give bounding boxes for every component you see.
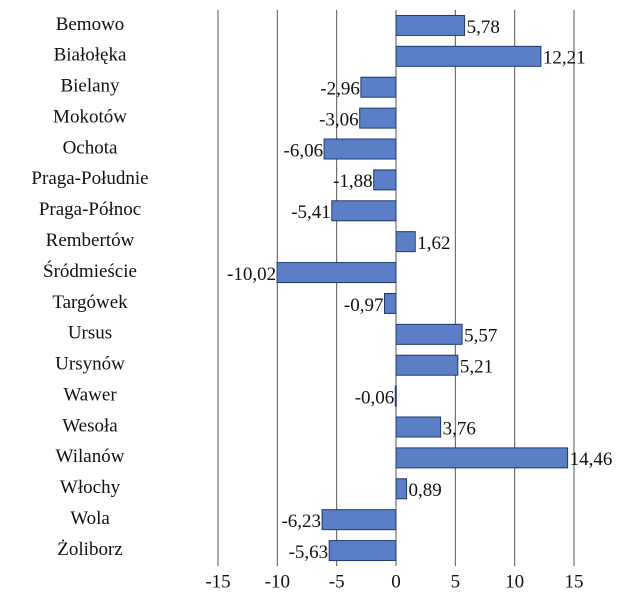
y-tick-label: Mokotów bbox=[53, 106, 127, 127]
bar bbox=[383, 292, 397, 314]
x-tick-label: 15 bbox=[565, 571, 584, 592]
bar bbox=[394, 385, 397, 407]
bar bbox=[395, 231, 416, 253]
y-tick-label: Wilanów bbox=[56, 446, 125, 467]
data-label: -6,06 bbox=[284, 140, 324, 161]
bar bbox=[360, 76, 397, 98]
x-tick-label: 0 bbox=[391, 571, 401, 592]
data-label: -5,63 bbox=[289, 542, 329, 563]
data-label: 5,21 bbox=[460, 357, 493, 378]
y-tick-label: Praga-Północ bbox=[39, 199, 141, 220]
y-tick-label: Ochota bbox=[63, 137, 118, 158]
bar bbox=[276, 262, 397, 284]
bar bbox=[359, 107, 397, 129]
data-label: 0,89 bbox=[409, 480, 442, 501]
y-tick-label: Ursus bbox=[68, 323, 112, 344]
y-tick-label: Wesoła bbox=[62, 415, 118, 436]
data-label: 5,57 bbox=[464, 326, 497, 347]
data-label: -10,02 bbox=[227, 264, 276, 285]
y-tick-label: Włochy bbox=[60, 477, 121, 498]
y-tick-label: Śródmieście bbox=[43, 260, 137, 282]
data-label: -5,41 bbox=[291, 202, 331, 223]
bar bbox=[373, 169, 397, 191]
y-tick-label: Wola bbox=[70, 508, 110, 529]
bar bbox=[395, 14, 466, 36]
x-tick-label: -5 bbox=[329, 571, 345, 592]
data-label: 1,62 bbox=[417, 233, 450, 254]
data-label: -0,06 bbox=[355, 387, 395, 408]
data-label: 5,78 bbox=[467, 17, 500, 38]
data-label: 3,76 bbox=[443, 418, 476, 439]
bar bbox=[395, 323, 463, 345]
bar bbox=[395, 354, 459, 376]
x-tick-label: -15 bbox=[205, 571, 230, 592]
y-tick-label: Ursynów bbox=[55, 354, 125, 375]
y-tick-label: Bielany bbox=[60, 76, 120, 97]
bar bbox=[328, 540, 397, 562]
bar bbox=[395, 478, 408, 500]
y-tick-label: Wawer bbox=[63, 384, 117, 405]
data-label: -3,06 bbox=[319, 109, 359, 130]
bar bbox=[323, 138, 397, 160]
y-tick-label: Żoliborz bbox=[57, 539, 122, 560]
bar bbox=[331, 200, 397, 222]
data-label: -2,96 bbox=[320, 79, 360, 100]
bar bbox=[395, 447, 569, 469]
y-tick-label: Bemowo bbox=[56, 14, 125, 35]
data-label: 12,21 bbox=[543, 48, 586, 69]
x-tick-label: -10 bbox=[265, 571, 290, 592]
data-label: -1,88 bbox=[333, 171, 373, 192]
x-tick-label: 5 bbox=[451, 571, 461, 592]
y-tick-label: Białołęka bbox=[54, 45, 127, 66]
data-label: -0,97 bbox=[344, 295, 384, 316]
x-tick-label: 10 bbox=[505, 571, 524, 592]
data-label: 14,46 bbox=[570, 449, 613, 470]
y-tick-label: Targówek bbox=[52, 292, 128, 313]
y-tick-label: Rembertów bbox=[46, 230, 135, 251]
data-label: -6,23 bbox=[281, 511, 321, 532]
bar bbox=[321, 509, 397, 531]
y-tick-label: Praga-Południe bbox=[31, 168, 148, 189]
bar bbox=[395, 45, 542, 67]
bar bbox=[395, 416, 442, 438]
